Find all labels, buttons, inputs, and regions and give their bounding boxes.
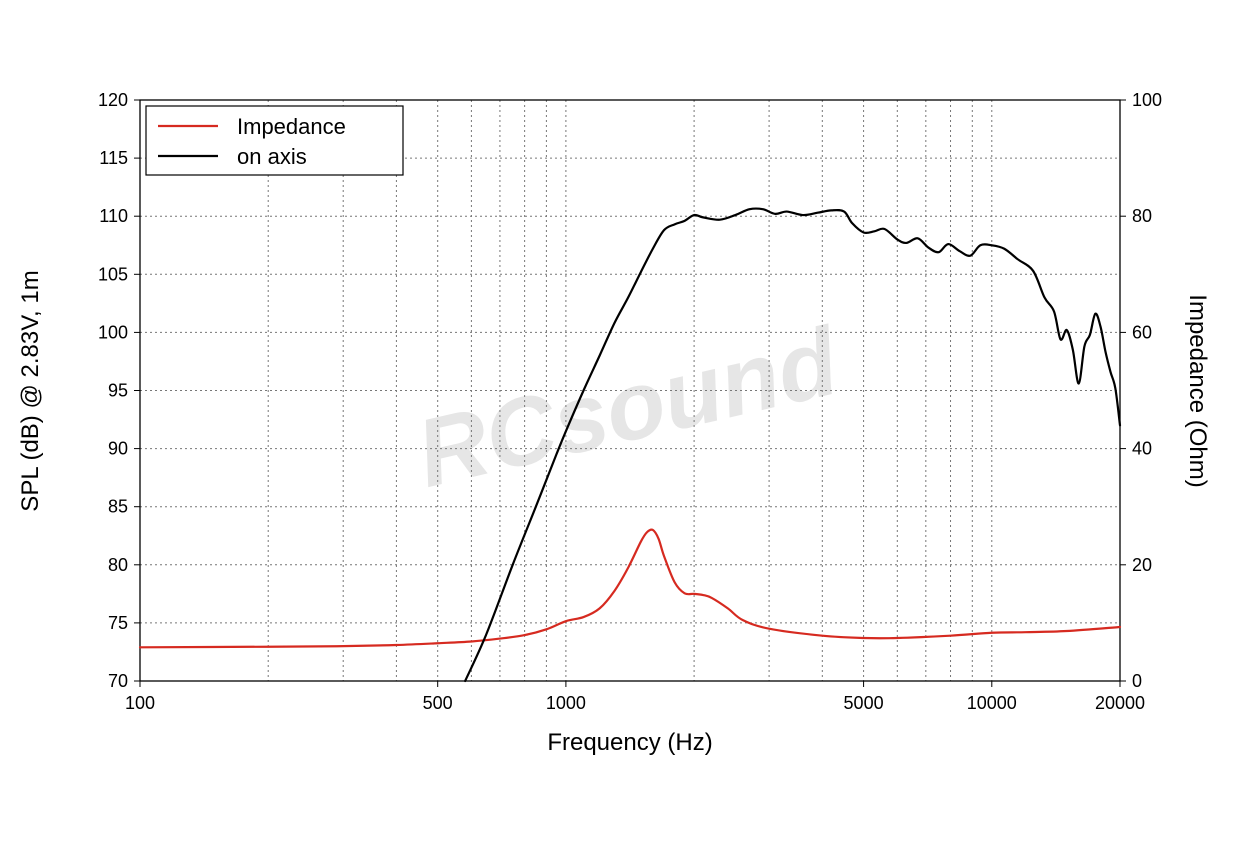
legend: Impedance on axis bbox=[145, 105, 404, 176]
x-tick-label: 5000 bbox=[844, 693, 884, 713]
y-tick-label: 90 bbox=[108, 439, 128, 459]
y-tick-label: 80 bbox=[108, 555, 128, 575]
y-tick-label: 85 bbox=[108, 497, 128, 517]
x-axis-title: Frequency (Hz) bbox=[547, 729, 712, 756]
legend-label-impedance: Impedance bbox=[237, 114, 346, 139]
series-line-impedance bbox=[138, 528, 1122, 649]
y-tick-label: 115 bbox=[99, 148, 128, 168]
grid-layer bbox=[140, 100, 1120, 681]
y-axis-title: SPL (dB) @ 2.83V, 1m bbox=[17, 270, 44, 511]
legend-label-on-axis: on axis bbox=[237, 144, 307, 169]
y-tick-label: 105 bbox=[98, 264, 128, 284]
y-tick-label: 70 bbox=[108, 671, 128, 691]
x-tick-label: 1000 bbox=[546, 693, 586, 713]
y2-tick-label: 100 bbox=[1132, 90, 1162, 110]
legend-box bbox=[145, 105, 404, 176]
x-tick-label: 10000 bbox=[967, 693, 1017, 713]
y-tick-label: 100 bbox=[98, 322, 128, 342]
series-layer bbox=[138, 207, 1122, 683]
y2-tick-label: 40 bbox=[1132, 439, 1152, 459]
x-tick-label: 100 bbox=[125, 693, 155, 713]
y2-tick-label: 20 bbox=[1132, 555, 1152, 575]
y-tick-label: 110 bbox=[99, 206, 128, 226]
ticks-layer: 100 500 1000 5000 10000 200007075808590951001… bbox=[98, 90, 1162, 713]
y2-tick-label: 60 bbox=[1132, 322, 1152, 342]
y2-tick-label: 80 bbox=[1132, 206, 1152, 226]
watermark-layer: RCsound bbox=[407, 307, 849, 508]
x-tick-label: 500 bbox=[423, 693, 453, 713]
y2-axis-title: Impedance (Ohm) bbox=[1184, 294, 1211, 487]
x-tick-label: 20000 bbox=[1095, 693, 1145, 713]
watermark-logo: RCsound bbox=[407, 307, 849, 508]
y-tick-label: 95 bbox=[108, 381, 128, 401]
series-line-on-axis bbox=[464, 207, 1122, 683]
y-tick-label: 75 bbox=[108, 613, 128, 633]
y2-tick-label: 0 bbox=[1132, 671, 1142, 691]
y-tick-label: 120 bbox=[98, 90, 128, 110]
